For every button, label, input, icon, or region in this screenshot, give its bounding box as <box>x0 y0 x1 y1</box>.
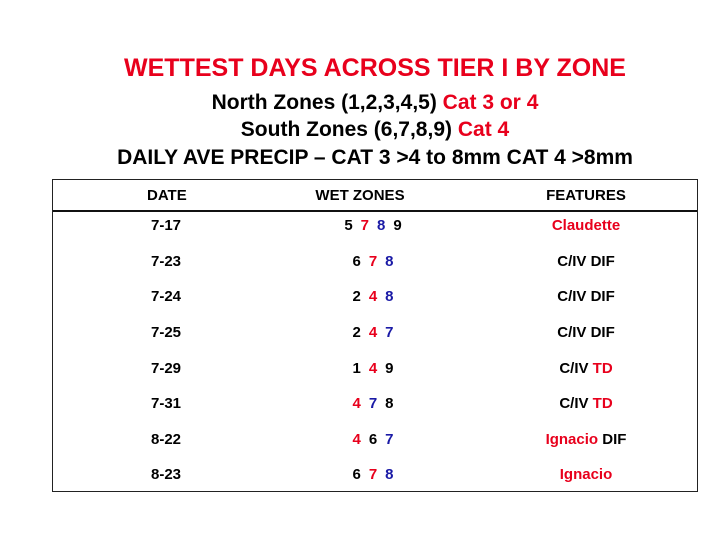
zone-number: 8 <box>385 288 394 306</box>
date-cell: 8-23 <box>151 466 182 484</box>
south-zones-line: South Zones (6,7,8,9) Cat 4 <box>0 118 720 142</box>
features-cell: C/IV DIF <box>521 244 651 280</box>
features-cell: C/IV TD <box>521 350 651 386</box>
table-row: 7-29 1 4 9 C/IV TD <box>53 350 697 386</box>
feature-text: C/IV <box>559 395 593 413</box>
zone-number: 9 <box>385 359 394 377</box>
zone-number: 1 <box>352 359 361 377</box>
zone-number: 4 <box>352 430 361 448</box>
table-row: 7-23 6 7 8 C/IV DIF <box>53 244 697 280</box>
zone-number: 5 <box>344 217 353 235</box>
zone-number: 7 <box>368 252 378 270</box>
zone-number: 6 <box>352 466 361 484</box>
date-cell: 7-17 <box>151 217 182 235</box>
feature-highlight: TD <box>592 359 613 377</box>
zone-number: 2 <box>352 324 361 342</box>
features-cell: Claudette <box>521 208 651 244</box>
wettest-days-table: DATE WET ZONES FEATURES 7-17 5 7 8 9 Claudett… <box>52 179 698 492</box>
feature-highlight: TD <box>592 395 613 413</box>
zone-number: 6 <box>352 252 361 270</box>
table-row: 7-17 5 7 8 9 Claudette <box>53 208 697 244</box>
zone-number: 4 <box>368 288 378 306</box>
zone-number: 8 <box>385 466 394 484</box>
storm-name: Ignacio <box>545 430 599 448</box>
feature-text: C/IV <box>559 359 593 377</box>
zone-number: 8 <box>377 217 386 235</box>
features-cell: C/IV TD <box>521 386 651 422</box>
features-cell: C/IV DIF <box>521 315 651 351</box>
zone-number: 7 <box>385 430 394 448</box>
date-cell: 8-22 <box>151 430 182 448</box>
table-row: 7-25 2 4 7 C/IV DIF <box>53 315 697 351</box>
date-cell: 7-31 <box>151 395 182 413</box>
north-zones-category: Cat 3 or 4 <box>442 91 539 114</box>
north-zones-label: North Zones (1,2,3,4,5) <box>211 91 437 114</box>
feature-text: C/IV DIF <box>557 288 615 306</box>
feature-highlight: Claudette <box>551 217 621 235</box>
date-cell: 7-24 <box>151 288 182 306</box>
table-header: DATE WET ZONES FEATURES <box>53 180 697 212</box>
features-cell: Ignacio <box>521 457 651 493</box>
zone-number: 9 <box>393 217 402 235</box>
zone-number: 7 <box>360 217 369 235</box>
zone-number: 4 <box>368 324 378 342</box>
table-row: 7-31 4 7 8 C/IV TD <box>53 386 697 422</box>
zone-number: 7 <box>368 466 378 484</box>
feature-highlight: Ignacio <box>559 466 613 484</box>
south-zones-label: South Zones (6,7,8,9) <box>240 118 452 141</box>
date-cell: 7-29 <box>151 359 182 377</box>
feature-text: C/IV DIF <box>557 252 615 270</box>
date-cell: 7-23 <box>151 252 182 270</box>
zone-number: 8 <box>385 252 394 270</box>
zone-number: 6 <box>368 430 378 448</box>
table-row: 8-23 6 7 8 Ignacio <box>53 457 697 493</box>
zone-number: 2 <box>352 288 361 306</box>
features-cell: Ignacio DIF <box>521 422 651 458</box>
slide-title: WETTEST DAYS ACROSS TIER I BY ZONE <box>124 54 626 82</box>
south-zones-category: Cat 4 <box>457 118 510 141</box>
header-date: DATE <box>147 186 187 204</box>
header-features: FEATURES <box>546 186 626 204</box>
zone-number: 4 <box>352 395 361 413</box>
feature-text: DIF <box>598 430 627 448</box>
zone-number: 7 <box>385 324 394 342</box>
table-row: 7-24 2 4 8 C/IV DIF <box>53 279 697 315</box>
daily-precip-line: DAILY AVE PRECIP – CAT 3 >4 to 8mm CAT 4… <box>117 146 633 169</box>
table-row: 8-22 4 6 7 Ignacio DIF <box>53 422 697 458</box>
date-cell: 7-25 <box>151 324 182 342</box>
feature-text: C/IV DIF <box>557 324 615 342</box>
zone-number: 7 <box>368 395 378 413</box>
header-wet-zones: WET ZONES <box>315 186 405 204</box>
zone-number: 8 <box>385 395 394 413</box>
zone-number: 4 <box>368 359 378 377</box>
features-cell: C/IV DIF <box>521 279 651 315</box>
north-zones-line: North Zones (1,2,3,4,5) Cat 3 or 4 <box>0 91 720 115</box>
